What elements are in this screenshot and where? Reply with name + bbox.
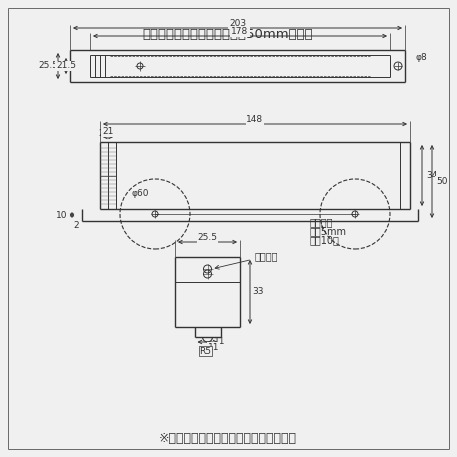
Text: ※調整時は戸を上げて行ってください。: ※調整時は戸を上げて行ってください。	[159, 432, 297, 446]
Text: φ8: φ8	[415, 53, 427, 63]
Text: 178: 178	[231, 27, 249, 37]
Text: 21.5: 21.5	[56, 62, 76, 70]
Text: 203: 203	[229, 20, 246, 28]
Text: 11: 11	[208, 342, 219, 351]
Text: 21: 21	[98, 129, 110, 138]
Text: 21: 21	[102, 128, 114, 137]
Text: 25.5: 25.5	[197, 234, 218, 243]
Text: 調整ネジ: 調整ネジ	[215, 251, 278, 269]
Text: φ60: φ60	[131, 190, 149, 198]
Text: 最高10㎜: 最高10㎜	[310, 235, 340, 245]
Text: 148: 148	[246, 116, 264, 124]
Text: 25.5: 25.5	[38, 62, 58, 70]
Text: 50: 50	[436, 177, 448, 186]
Text: 最低5mm: 最低5mm	[310, 226, 347, 236]
Text: 11: 11	[214, 336, 225, 345]
Text: R5: R5	[200, 346, 212, 356]
Text: 〈ベアリング入ステンレス車50mm丸型〉: 〈ベアリング入ステンレス車50mm丸型〉	[143, 27, 314, 41]
Text: 調整範囲: 調整範囲	[310, 217, 334, 227]
Text: 10: 10	[56, 211, 68, 219]
Text: 2: 2	[73, 220, 79, 229]
Text: 34: 34	[426, 171, 438, 180]
Text: 33: 33	[252, 287, 264, 297]
